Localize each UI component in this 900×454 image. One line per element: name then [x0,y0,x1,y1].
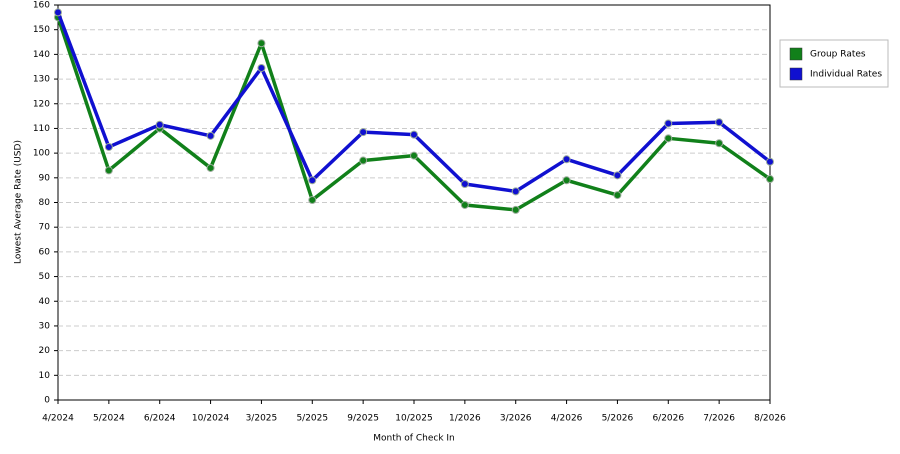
x-tick-label: 1/2026 [449,414,481,424]
data-point [511,205,520,214]
x-tick-label: 5/2026 [602,414,634,424]
x-tick-label: 3/2026 [500,414,532,424]
data-point [766,157,774,166]
y-tick-label: 90 [39,173,51,183]
data-point [308,176,317,185]
legend-swatch [789,67,803,81]
data-point [460,179,469,188]
data-point [257,63,266,72]
data-point [308,196,317,205]
data-point [257,39,266,48]
data-point [410,151,418,160]
x-tick-label: 9/2025 [347,414,379,424]
x-tick-label: 5/2024 [93,414,125,424]
y-axis-label: Lowest Average Rate (USD) [14,140,24,264]
x-tick-label: 7/2026 [703,414,735,424]
x-tick-label: 10/2025 [395,414,432,424]
x-tick-label: 3/2025 [246,414,278,424]
data-point [104,166,113,175]
data-point [766,175,774,184]
data-point [664,119,673,128]
y-tick-label: 80 [39,198,51,208]
y-tick-label: 30 [39,321,51,331]
legend-label: Group Rates [810,50,866,60]
data-point [206,163,215,172]
y-tick-label: 130 [33,75,50,85]
x-tick-label: 6/2024 [144,414,176,424]
data-point [410,130,418,139]
data-point [511,187,520,196]
y-tick-label: 100 [33,149,50,159]
data-point [359,128,368,137]
data-point [155,120,164,129]
y-tick-label: 140 [33,50,50,60]
y-tick-label: 20 [39,346,51,356]
legend-label: Individual Rates [810,70,882,80]
legend-swatch [789,47,803,61]
x-tick-label: 5/2025 [296,414,328,424]
y-tick-label: 70 [39,223,51,233]
data-point [664,134,673,143]
x-tick-label: 4/2024 [42,414,74,424]
y-tick-label: 40 [39,297,51,307]
data-point [104,142,113,151]
data-point [359,156,368,165]
x-axis-label: Month of Check In [373,434,455,444]
y-tick-label: 120 [33,99,50,109]
x-tick-label: 10/2024 [192,414,230,424]
data-point [715,118,724,127]
data-point [206,131,215,140]
y-tick-label: 160 [33,1,50,11]
data-point [715,139,724,148]
data-point [562,176,571,185]
y-tick-label: 0 [44,396,50,406]
y-tick-label: 60 [39,247,51,257]
y-tick-label: 50 [39,272,51,282]
data-point [54,8,62,17]
data-point [460,200,469,209]
y-tick-label: 10 [39,371,51,381]
y-tick-label: 110 [33,124,50,134]
data-point [562,155,571,164]
y-tick-label: 150 [33,25,50,35]
data-point [613,191,622,200]
x-tick-label: 6/2026 [652,414,684,424]
x-tick-label: 4/2026 [551,414,583,424]
data-point [613,171,622,180]
x-tick-label: 8/2026 [754,414,786,424]
